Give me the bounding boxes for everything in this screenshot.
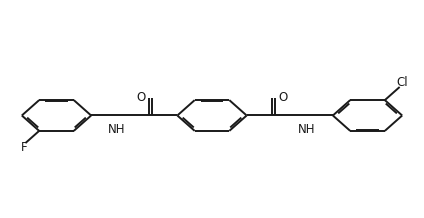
Text: F: F (21, 141, 28, 154)
Text: Cl: Cl (396, 76, 407, 89)
Text: NH: NH (298, 123, 316, 136)
Text: O: O (137, 91, 145, 104)
Text: O: O (279, 91, 287, 104)
Text: NH: NH (108, 123, 126, 136)
